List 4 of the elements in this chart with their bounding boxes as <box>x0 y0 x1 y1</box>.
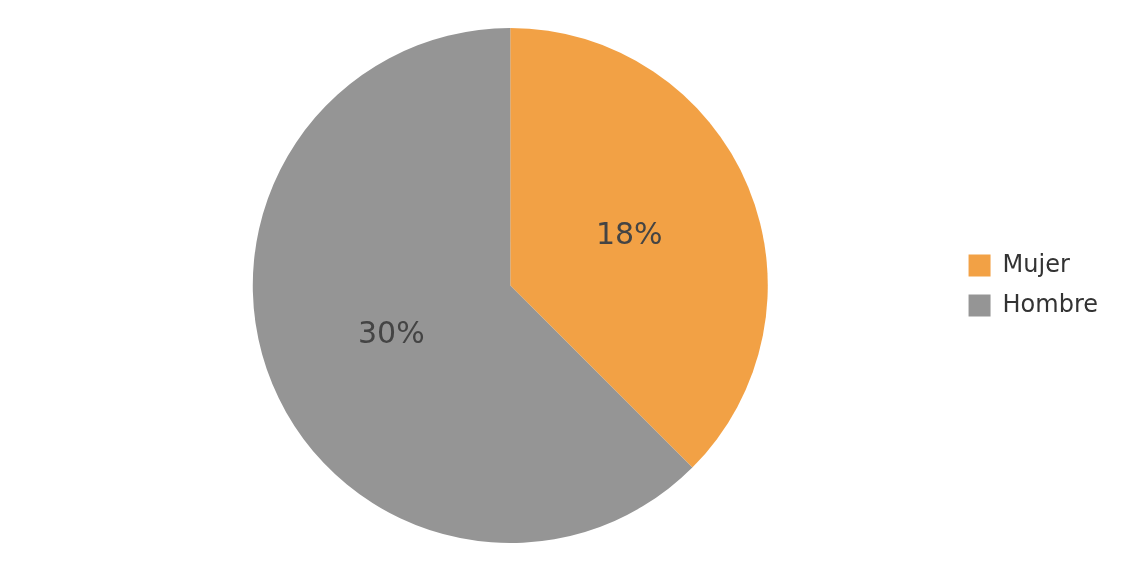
legend-label: Mujer <box>1002 249 1070 278</box>
data-label: 30% <box>357 314 425 350</box>
data-label: 18% <box>595 216 663 252</box>
legend-label: Hombre <box>1002 289 1098 318</box>
